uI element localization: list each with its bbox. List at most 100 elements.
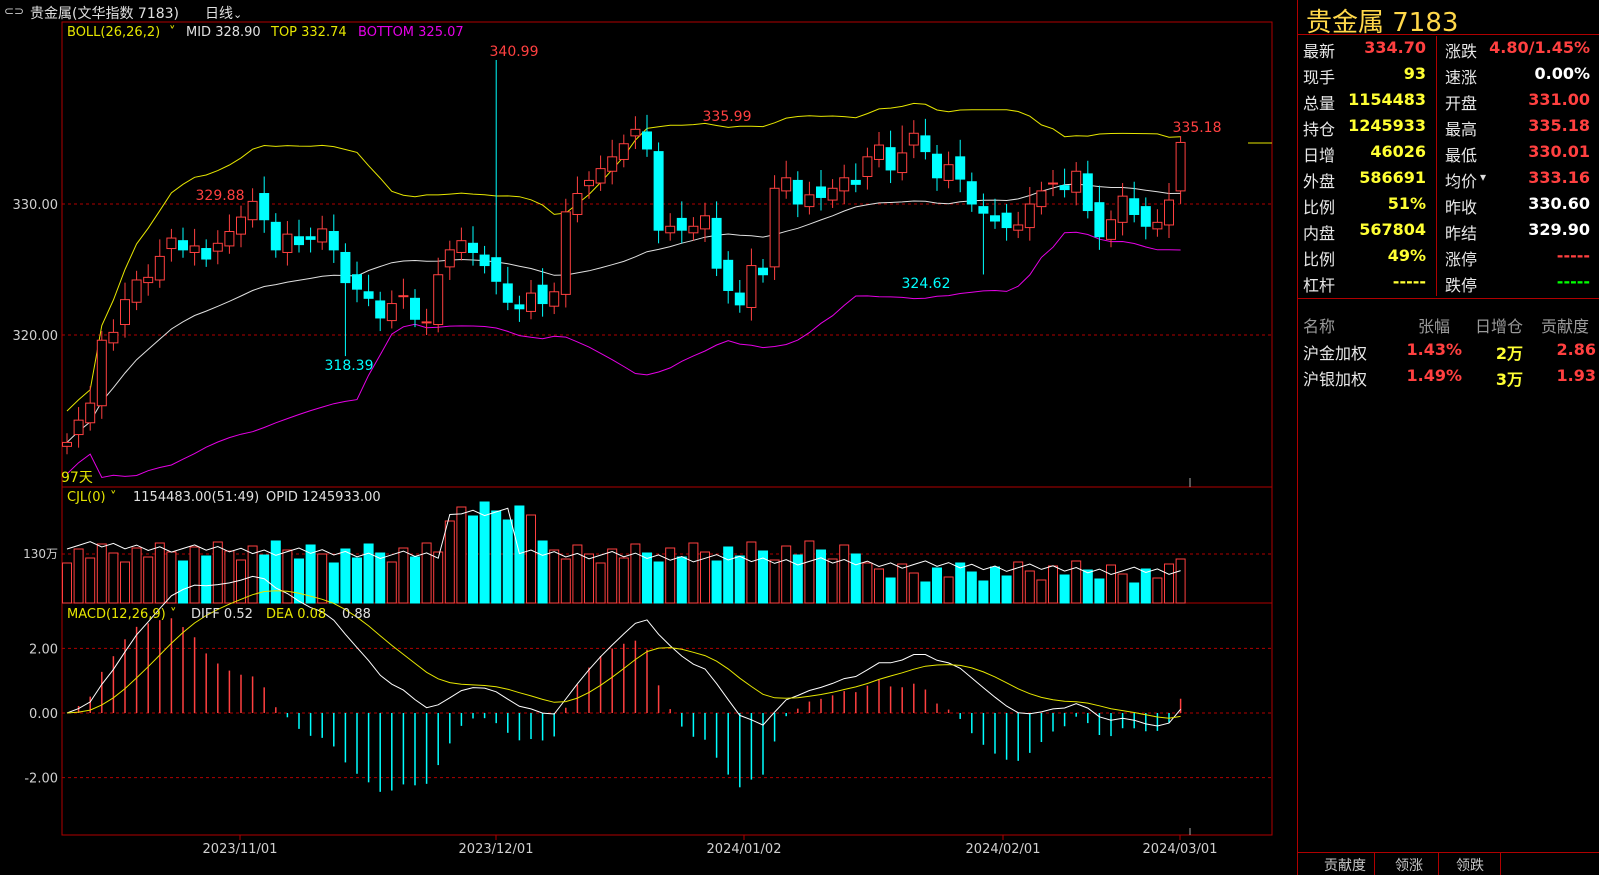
candle-up — [108, 331, 119, 344]
price-axis-label: 330.00 — [13, 198, 59, 213]
candle-up — [630, 128, 641, 137]
macd-axis-label: -2.00 — [24, 772, 58, 787]
link-icon[interactable]: ⊂⊃ — [4, 4, 25, 18]
instrument-title: 贵金属(文华指数 7183) — [30, 6, 180, 22]
volume-bar-down — [340, 548, 351, 604]
volume-bar-up — [804, 540, 815, 604]
quote-label: 最高 — [1445, 120, 1478, 139]
candle-down — [990, 215, 1000, 222]
candle-up — [433, 274, 444, 326]
volume-bar-down — [479, 501, 490, 604]
volume-bar-down — [1140, 568, 1151, 604]
volume-bar-down — [363, 543, 374, 604]
candle-down — [1140, 206, 1151, 227]
quote-value: 49% — [1387, 246, 1426, 265]
volume-bar-up — [1071, 560, 1082, 604]
opid-value: OPID 1245933.00 — [266, 490, 381, 505]
tab-leading-down[interactable]: 领跌 — [1456, 858, 1484, 874]
volume-bar-down — [711, 560, 722, 604]
quote-value: 0.00% — [1534, 64, 1590, 83]
quote-row-right: 最低 330.01 — [1440, 142, 1590, 168]
quote-label: 最低 — [1445, 146, 1478, 165]
candle-down — [723, 259, 734, 291]
volume-bar-up — [131, 547, 142, 604]
candle-down — [792, 179, 803, 205]
candle-up — [595, 168, 606, 184]
volume-bar-up — [688, 542, 699, 604]
volume-bar-up — [526, 514, 536, 604]
panel-tabs: 贡献度 领涨 领跌 — [1298, 852, 1599, 875]
quote-label: 比例 — [1303, 198, 1336, 217]
tab-leading-up[interactable]: 领涨 — [1395, 858, 1423, 874]
candle-up — [572, 193, 583, 215]
candle-up — [73, 419, 84, 436]
volume-bar-up — [665, 547, 676, 604]
volume-bar-up — [212, 541, 223, 604]
candle-up — [96, 339, 107, 407]
candle-up — [607, 156, 618, 172]
quote-label: 比例 — [1303, 250, 1336, 269]
tab-divider — [1500, 853, 1501, 875]
quote-row-left: 持仓 1245933 — [1298, 116, 1426, 142]
volume-bar-up — [1024, 570, 1035, 604]
price-annotation: 335.99 — [703, 109, 752, 125]
row-change: 1.49% — [1406, 366, 1462, 385]
volume-bar-down — [305, 544, 316, 604]
quote-row-right: 速涨 0.00% — [1440, 64, 1590, 90]
date-axis-label: 2023/12/01 — [459, 842, 534, 857]
kline-chart[interactable]: 330.00 320.00 130万 2.00 0.00 -2.00 2023/11/01 2… — [0, 0, 1297, 875]
volume-bar-up — [1164, 563, 1174, 604]
volume-bar-up — [943, 576, 954, 604]
quote-row-right: 开盘 331.00 — [1440, 90, 1590, 116]
candle-up — [700, 215, 710, 230]
candle-down — [1082, 173, 1093, 212]
quote-value: 330.01 — [1528, 142, 1590, 161]
candle-up — [1024, 203, 1035, 229]
volume-bar-up — [827, 558, 838, 604]
candle-up — [236, 216, 246, 235]
volume-bar-down — [375, 552, 386, 604]
boll-mid-label: MID 328.90 — [186, 25, 261, 40]
quote-value: 586691 — [1359, 168, 1426, 187]
quote-row-right: 昨收 330.60 — [1440, 194, 1590, 220]
period-selector[interactable]: 日线⌄ — [205, 3, 242, 23]
quote-value: 334.70 — [1364, 38, 1426, 57]
open-interest-line — [66, 507, 1181, 576]
volume-bar-down — [270, 540, 281, 604]
candle-up — [618, 143, 629, 160]
table-row[interactable]: 沪银加权 1.49% 3万 1.93 — [1298, 366, 1599, 392]
candle-down — [305, 236, 316, 240]
volume-bar-down — [410, 556, 420, 604]
volume-bar-down — [1094, 578, 1105, 604]
volume-bar-up — [73, 548, 84, 604]
macd-label: MACD(12,26,9) — [67, 607, 166, 622]
volume-bar-down — [537, 540, 548, 604]
quote-label: 跌停 — [1445, 276, 1478, 295]
quote-row-right: 涨停 ----- — [1440, 246, 1590, 272]
chart-title-bar: ⊂⊃ 贵金属(文华指数 7183) 日线⌄ — [0, 0, 1297, 22]
caret-down-icon[interactable]: ▾ — [1480, 170, 1487, 184]
candle-up — [526, 292, 536, 312]
volume-bar-down — [352, 557, 362, 604]
volume-bar-down — [990, 566, 1000, 604]
volume-bar-up — [456, 506, 467, 604]
date-axis-label: 2024/01/02 — [707, 842, 782, 857]
candle-up — [874, 144, 884, 160]
volume-bar-up — [154, 542, 165, 604]
date-axis-label: 2024/02/01 — [966, 842, 1041, 857]
tab-contribution[interactable]: 贡献度 — [1324, 858, 1366, 874]
price-annotation: 335.18 — [1173, 120, 1222, 136]
candle-up — [456, 240, 467, 253]
volume-bar-up — [421, 542, 432, 604]
tab-divider — [1374, 853, 1375, 875]
macd-diff-line — [66, 575, 1181, 727]
candle-up — [421, 321, 432, 324]
candle-up — [769, 187, 780, 268]
candle-down — [966, 181, 977, 205]
quote-label: 开盘 — [1445, 94, 1478, 113]
candle-down — [375, 300, 386, 319]
candle-down — [491, 257, 502, 282]
volume-bar-up — [444, 520, 455, 604]
volume-bar-up — [769, 559, 780, 604]
table-row[interactable]: 沪金加权 1.43% 2万 2.86 — [1298, 340, 1599, 366]
